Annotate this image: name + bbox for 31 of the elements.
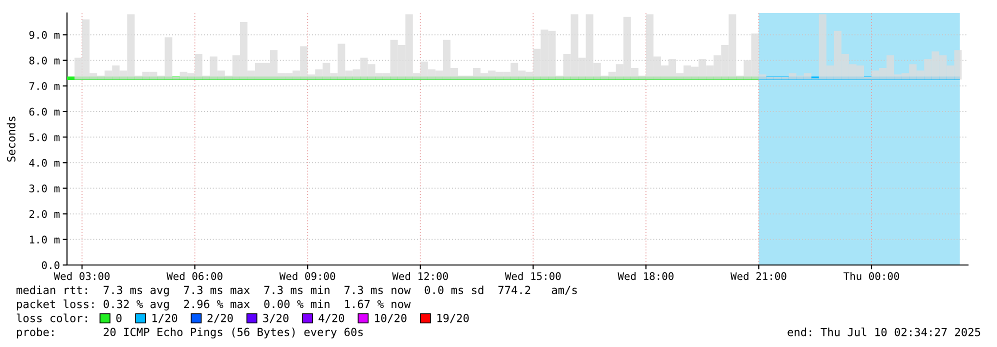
x-tick-label: Wed 18:00 bbox=[618, 272, 674, 280]
y-tick-label: 4.0 m bbox=[29, 158, 60, 167]
y-tick-label: 1.0 m bbox=[30, 236, 60, 244]
y-tick-label: 2.0 m bbox=[29, 210, 60, 218]
legend-label: 4/20 bbox=[318, 314, 344, 324]
legend-label: 10/20 bbox=[375, 314, 406, 324]
text: median rtt: 7.3 ms avg 7.3 ms max 7.3 ms min 7.3 ms now 0.0 ms sd 774.2 am/s bbox=[16, 286, 577, 296]
y-tick-label: 6.0 m bbox=[29, 108, 60, 116]
legend-label: 3/20 bbox=[263, 314, 288, 324]
y-tick-label: 5.0 m bbox=[29, 133, 60, 142]
y-tick-label: 7.0 m bbox=[29, 82, 60, 90]
legend-title: loss color: bbox=[16, 314, 87, 322]
x-tick-label: Wed 09:00 bbox=[279, 272, 336, 280]
y-tick-label: 9.0 m bbox=[29, 31, 60, 39]
legend-label: 0 bbox=[116, 314, 122, 322]
text: end: Thu Jul 10 02:34:27 2025 bbox=[788, 328, 980, 336]
x-tick-label: Wed 12:00 bbox=[392, 272, 448, 280]
x-tick-label: Wed 03:00 bbox=[54, 272, 110, 280]
x-tick-label: Wed 21:00 bbox=[730, 272, 786, 280]
y-tick-label: 8.0 m bbox=[29, 56, 60, 64]
x-tick-label: Thu 00:00 bbox=[844, 272, 900, 280]
y-tick-label: 0.0 bbox=[42, 261, 60, 270]
y-axis-title: Seconds bbox=[6, 116, 16, 162]
x-tick-label: Wed 06:00 bbox=[166, 272, 222, 280]
legend-label: 2/20 bbox=[208, 314, 233, 324]
text: packet loss: 0.32 % avg 2.96 % max 0.00 % min 1.67 % now bbox=[17, 300, 411, 310]
text: probe: 20 ICMP Echo Pings (56 Bytes) every 60s bbox=[17, 328, 363, 338]
x-tick-label: Wed 15:00 bbox=[504, 272, 561, 280]
y-tick-label: 3.0 m bbox=[29, 184, 60, 192]
legend-label: 1/20 bbox=[152, 314, 178, 324]
legend-label: 19/20 bbox=[437, 314, 469, 324]
